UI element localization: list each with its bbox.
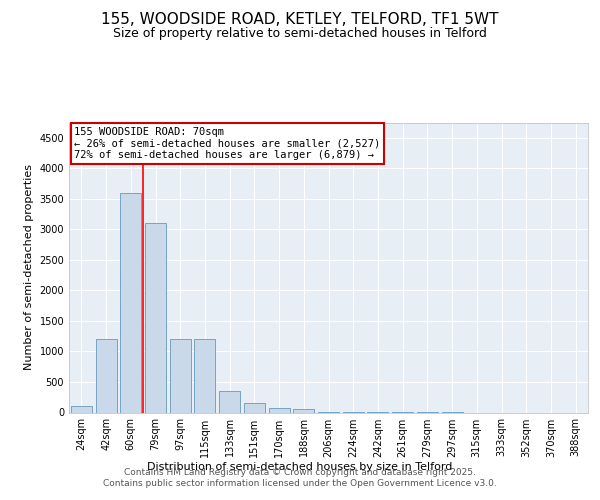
Text: 155, WOODSIDE ROAD, KETLEY, TELFORD, TF1 5WT: 155, WOODSIDE ROAD, KETLEY, TELFORD, TF1…	[101, 12, 499, 28]
Bar	[170, 339, 191, 412]
Bar	[244, 404, 265, 412]
Bar	[269, 408, 290, 412]
Text: 155 WOODSIDE ROAD: 70sqm
← 26% of semi-detached houses are smaller (2,527)
72% o: 155 WOODSIDE ROAD: 70sqm ← 26% of semi-d…	[74, 127, 380, 160]
Bar	[194, 339, 215, 412]
Bar	[120, 192, 141, 412]
Text: Size of property relative to semi-detached houses in Telford: Size of property relative to semi-detach…	[113, 28, 487, 40]
Y-axis label: Number of semi-detached properties: Number of semi-detached properties	[24, 164, 34, 370]
Bar	[145, 223, 166, 412]
Text: Distribution of semi-detached houses by size in Telford: Distribution of semi-detached houses by …	[148, 462, 452, 472]
Bar	[95, 339, 116, 412]
Bar	[293, 410, 314, 412]
Text: Contains HM Land Registry data © Crown copyright and database right 2025.
Contai: Contains HM Land Registry data © Crown c…	[103, 468, 497, 487]
Bar	[71, 406, 92, 412]
Bar	[219, 391, 240, 412]
